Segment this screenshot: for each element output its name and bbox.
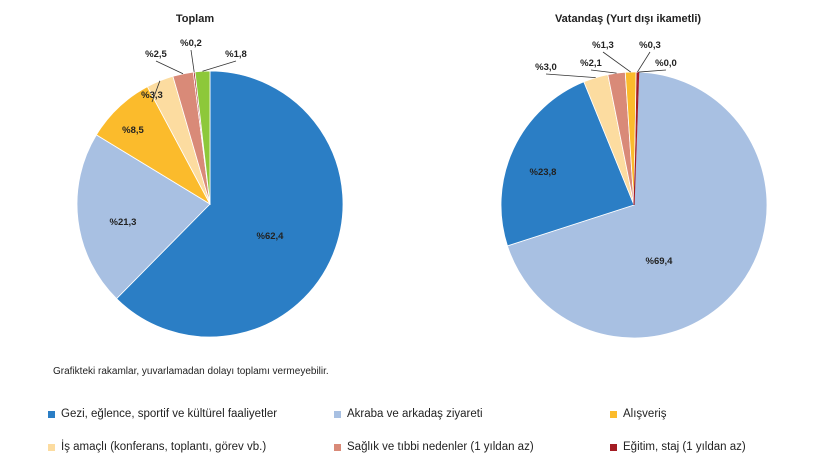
data-label: %0,0: [655, 58, 677, 69]
legend-label: İş amaçlı (konferans, toplantı, görev vb…: [61, 441, 267, 453]
label-leader-line: [202, 60, 237, 72]
legend-row-1: Gezi, eğlence, sportif ve kültürel faali…: [48, 408, 818, 426]
pie-chart-1: Toplam %62,4 %21,3 %8,5 %3,3 %2,5 %0,2 %1,8: [76, 13, 344, 338]
legend-swatch: [48, 443, 55, 451]
data-label: %3,3: [141, 90, 163, 101]
legend: Gezi, eğlence, sportif ve kültürel faali…: [48, 408, 818, 474]
legend-item-is: İş amaçlı (konferans, toplantı, görev vb…: [48, 441, 266, 453]
legend-item-saglik: Sağlık ve tıbbi nedenler (1 yıldan az): [334, 441, 534, 453]
label-leader-line: [151, 80, 161, 103]
pie-slice: [194, 70, 211, 205]
data-label: %1,3: [592, 40, 614, 51]
pie-chart-2: Vatandaş (Yurt dışı ikametli) %69,4 %23,8%…: [500, 13, 768, 339]
pie-slice: [500, 81, 635, 247]
legend-item-egitim: Eğitim, staj (1 yıldan az): [610, 441, 746, 453]
legend-item-alisveris: Alışveriş: [610, 408, 666, 420]
legend-item-akraba: Akraba ve arkadaş ziyareti: [334, 408, 483, 420]
legend-label: Sağlık ve tıbbi nedenler (1 yıldan az): [347, 441, 534, 453]
data-label: %23,8: [530, 167, 557, 178]
label-leader-line: [545, 73, 596, 79]
legend-label: Gezi, eğlence, sportif ve kültürel faali…: [61, 408, 278, 420]
pie-slice: [76, 134, 211, 300]
data-label: %2,5: [145, 49, 167, 60]
data-label: %1,8: [225, 49, 247, 60]
rounding-note: Grafikteki rakamlar, yuvarlamadan dolayı…: [53, 366, 329, 377]
legend-swatch: [610, 443, 617, 451]
data-label: %0,2: [180, 38, 202, 49]
data-label: %69,4: [646, 256, 674, 267]
label-leader-line: [155, 60, 184, 75]
legend-swatch: [334, 410, 341, 418]
label-leader-line: [190, 49, 195, 73]
legend-swatch: [48, 410, 55, 418]
legend-item-gezi: Gezi, eğlence, sportif ve kültürel faali…: [48, 408, 277, 420]
legend-swatch: [334, 443, 341, 451]
legend-label: Alışveriş: [623, 408, 667, 420]
data-label: %21,3: [110, 217, 137, 228]
data-label: %8,5: [122, 125, 144, 136]
pie-charts-area: Toplam %62,4 %21,3 %8,5 %3,3 %2,5 %0,2 %1,8 Vata…: [76, 13, 768, 339]
chart-title: Vatandaş (Yurt dışı ikametli): [555, 13, 701, 25]
label-leader-line: [602, 51, 631, 73]
legend-row-2: İş amaçlı (konferans, toplantı, görev vb…: [48, 441, 818, 459]
label-leader-line: [637, 51, 651, 73]
legend-label: Eğitim, staj (1 yıldan az): [623, 441, 746, 453]
data-label: %3,0: [535, 62, 557, 73]
label-leader-line: [590, 69, 617, 74]
chart-title: Toplam: [176, 13, 215, 25]
pie-slice: [633, 72, 640, 206]
data-label: %0,3: [639, 40, 661, 51]
pie-slice: [506, 71, 768, 339]
data-label: %2,1: [580, 58, 602, 69]
label-leader-line: [638, 69, 667, 73]
legend-swatch: [610, 410, 617, 418]
data-label: %62,4: [257, 231, 285, 242]
legend-label: Akraba ve arkadaş ziyareti: [347, 408, 483, 420]
pie-slice: [115, 70, 344, 338]
